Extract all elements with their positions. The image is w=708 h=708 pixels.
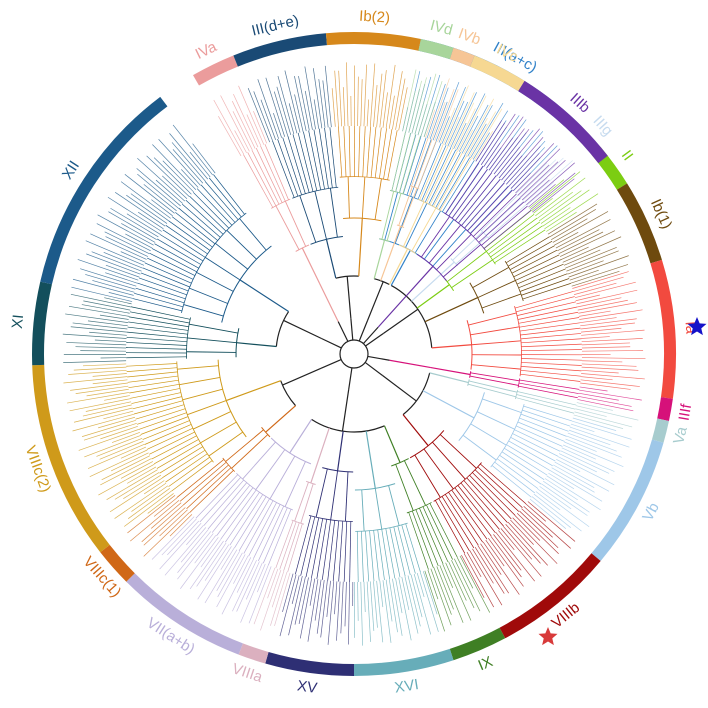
clade-arc-ib-2 (325, 32, 421, 51)
clade-label-iii-d-e: III(d+e) (250, 12, 301, 40)
clade-arc-ib-1 (616, 183, 662, 264)
clade-arc-iiif (657, 397, 673, 421)
clade-arc-vb (591, 439, 664, 561)
clade-arc-viiia (238, 643, 269, 664)
clade-arc-xii (40, 96, 168, 285)
clade-arc-ix (449, 627, 506, 661)
clade-label-iiib: IIIb (566, 90, 593, 117)
clade-label-xii: XII (59, 158, 83, 183)
clade-label-ix: IX (476, 653, 496, 674)
clade-arc-va (651, 418, 669, 443)
clade-label-ib-2: Ib(2) (359, 8, 391, 27)
clade-arc-xi (32, 281, 52, 366)
clade-arc-viiic-2 (32, 364, 110, 553)
clade-arc-iii-d-e (233, 33, 328, 67)
clade-arc-viiic-1 (100, 544, 135, 582)
blue-star-icon (687, 317, 707, 336)
clade-label-xv: XV (296, 677, 318, 697)
clade-arc-viiib (499, 553, 601, 639)
clade-arc-ivc (470, 55, 525, 92)
clade-label-vb: Vb (639, 500, 663, 524)
clade-ring (32, 32, 676, 676)
clade-label-iva: IVa (193, 38, 220, 63)
clade-label-ivd: IVd (428, 17, 454, 39)
clade-arc-iiib (518, 80, 608, 164)
leaf-text-hatching (62, 62, 646, 646)
clade-label-ib-1: Ib(1) (647, 196, 675, 231)
clade-arc-ia (650, 259, 676, 399)
clade-label-viiia: VIIIa (230, 660, 265, 686)
clade-label-iiif: IIIf (676, 402, 696, 422)
clade-arc-ivd (418, 39, 454, 60)
clade-arc-iva (192, 55, 238, 86)
red-star-icon (538, 627, 558, 646)
clade-label-ii: II (618, 147, 637, 164)
clade-label-ivb: IVb (456, 25, 483, 49)
clade-label-va: Va (670, 424, 691, 445)
clade-arc-ivb (449, 47, 475, 67)
clade-label-xi: XI (9, 314, 27, 330)
clade-arc-xvi (353, 648, 454, 676)
clade-arc-xv (265, 651, 355, 676)
clade-label-iiig: IIIg (590, 113, 617, 140)
markers (538, 317, 707, 646)
clade-label-xvi: XVI (393, 676, 420, 697)
tree-branches (126, 125, 582, 582)
clade-arc-vii-a-b (126, 573, 243, 655)
